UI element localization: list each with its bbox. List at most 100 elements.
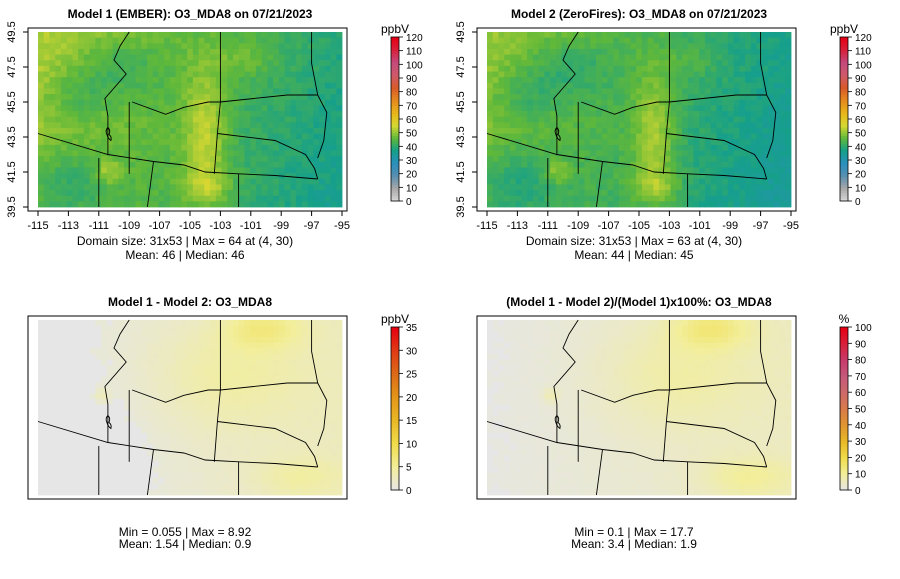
- grid-cell: [532, 184, 540, 191]
- grid-cell: [504, 161, 511, 168]
- grid-cell: [555, 99, 562, 106]
- grid-cell: [227, 365, 234, 372]
- grid-cell: [72, 190, 79, 197]
- grid-cell: [83, 77, 91, 84]
- grid-cell: [607, 150, 614, 157]
- state-boundary: [317, 94, 328, 159]
- grid-cell: [169, 444, 177, 451]
- grid-cell: [192, 94, 200, 101]
- grid-cell: [164, 331, 171, 338]
- grid-cell: [204, 195, 211, 202]
- grid-cell: [618, 144, 626, 151]
- grid-cell: [118, 184, 125, 191]
- grid-cell: [336, 77, 343, 84]
- grid-cell: [192, 399, 200, 406]
- grid-cell: [261, 60, 268, 67]
- grid-cell: [641, 116, 649, 123]
- grid-cell: [779, 167, 786, 174]
- grid-cell: [319, 415, 326, 423]
- grid-cell: [273, 99, 280, 106]
- grid-cell: [273, 178, 280, 185]
- grid-cell: [233, 71, 240, 78]
- grid-cell: [301, 336, 308, 343]
- grid-cell: [89, 150, 96, 157]
- grid-cell: [112, 116, 119, 123]
- grid-cell: [181, 325, 188, 332]
- grid-cell: [187, 37, 194, 44]
- grid-cell: [578, 111, 585, 118]
- grid-cell: [261, 421, 268, 428]
- grid-cell: [521, 167, 528, 174]
- grid-cell: [324, 32, 331, 39]
- grid-cell: [756, 190, 763, 197]
- grid-cell: [204, 116, 211, 123]
- grid-cell: [187, 342, 194, 349]
- grid-cell: [175, 444, 182, 451]
- grid-cell: [118, 150, 125, 157]
- grid-cell: [487, 99, 494, 106]
- grid-cell: [504, 71, 511, 78]
- grid-cell: [192, 370, 200, 377]
- grid-cell: [659, 37, 666, 44]
- grid-cell: [296, 54, 303, 61]
- grid-cell: [722, 37, 729, 44]
- grid-cell: [487, 178, 494, 185]
- grid-cell: [550, 94, 557, 101]
- grid-cell: [301, 82, 308, 89]
- grid-cell: [756, 150, 763, 157]
- grid-cell: [129, 167, 136, 174]
- grid-cell: [750, 43, 757, 50]
- grid-cell: [221, 359, 228, 366]
- grid-cell: [112, 320, 119, 327]
- grid-cell: [498, 37, 505, 44]
- grid-cell: [187, 173, 194, 180]
- grid-cell: [187, 421, 194, 428]
- grid-cell: [550, 32, 557, 39]
- grid-cell: [152, 167, 159, 174]
- grid-cell: [307, 376, 314, 383]
- grid-cell: [227, 399, 234, 406]
- grid-cell: [267, 325, 274, 332]
- grid-cell: [532, 161, 540, 168]
- grid-cell: [210, 404, 217, 411]
- grid-cell: [135, 455, 142, 462]
- grid-cell: [750, 54, 757, 61]
- grid-cell: [106, 111, 113, 118]
- grid-cell: [49, 365, 56, 372]
- grid-cell: [158, 127, 165, 135]
- grid-cell: [175, 48, 182, 55]
- grid-cell: [756, 77, 763, 84]
- colorbar-segment: [391, 105, 399, 109]
- grid-cell: [118, 99, 125, 106]
- grid-cell: [768, 184, 775, 191]
- grid-cell: [255, 156, 263, 163]
- grid-cell: [78, 161, 85, 168]
- grid-cell: [255, 94, 263, 101]
- grid-cell: [215, 184, 222, 191]
- grid-cell: [613, 144, 620, 151]
- grid-cell: [198, 320, 205, 327]
- grid-cell: [336, 393, 343, 400]
- grid-cell: [290, 178, 297, 185]
- grid-cell: [290, 336, 297, 343]
- grid-cell: [43, 32, 50, 39]
- grid-cell: [641, 184, 649, 191]
- grid-cell: [49, 393, 56, 400]
- grid-cell: [618, 178, 626, 185]
- grid-cell: [198, 65, 205, 72]
- grid-cell: [55, 116, 62, 123]
- grid-cell: [95, 94, 102, 101]
- grid-cell: [613, 150, 620, 157]
- grid-cell: [152, 438, 159, 445]
- grid-cell: [573, 195, 580, 202]
- grid-cell: [106, 167, 113, 174]
- grid-cell: [261, 432, 268, 439]
- colorbar-segment: [840, 162, 848, 166]
- grid-cell: [146, 353, 154, 360]
- grid-cell: [238, 370, 245, 377]
- grid-cell: [106, 122, 113, 129]
- grid-cell: [509, 37, 517, 44]
- grid-cell: [647, 111, 654, 118]
- grid-cell: [296, 184, 303, 191]
- grid-cell: [584, 178, 591, 185]
